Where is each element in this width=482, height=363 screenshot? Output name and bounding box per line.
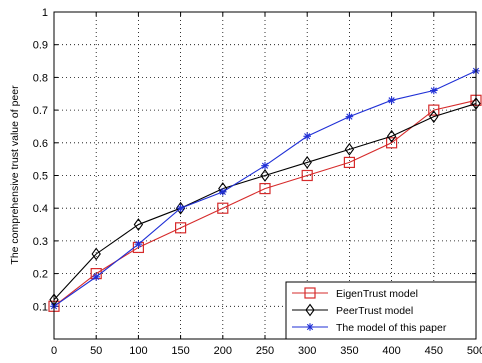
data-point-series-1 xyxy=(260,169,270,182)
data-point-series-0 xyxy=(217,202,229,214)
data-point-series-2 xyxy=(303,132,311,141)
data-point-series-1 xyxy=(175,201,186,215)
x-tick-label: 500 xyxy=(467,345,482,357)
data-point-series-1 xyxy=(429,110,439,124)
data-point-series-1 xyxy=(133,218,144,231)
data-point-series-0 xyxy=(386,137,398,149)
x-tick-label: 450 xyxy=(425,345,443,357)
x-tick-label: 150 xyxy=(171,345,189,357)
series-layer xyxy=(48,67,482,312)
x-tick-label: 400 xyxy=(382,345,400,357)
data-point-series-2 xyxy=(345,112,354,121)
data-point-series-0 xyxy=(259,182,271,195)
x-tick-label: 300 xyxy=(298,345,316,357)
data-point-series-2 xyxy=(387,96,396,105)
y-tick-label: 0.4 xyxy=(33,203,48,215)
data-point-series-2 xyxy=(176,204,185,212)
data-point-series-2 xyxy=(261,161,269,170)
y-tick-label: 0.8 xyxy=(33,72,48,84)
legend-label-1: PeerTrust model xyxy=(336,305,413,317)
y-tick-label: 0.1 xyxy=(33,301,48,313)
data-point-series-1 xyxy=(386,129,397,143)
legend-marker-2 xyxy=(306,323,314,331)
data-point-series-0 xyxy=(343,156,355,169)
x-tick-label: 350 xyxy=(340,345,358,357)
series-line-1 xyxy=(53,103,477,301)
data-point-series-0 xyxy=(428,104,440,116)
data-point-series-1 xyxy=(91,247,101,261)
plot-frame xyxy=(53,11,477,340)
y-tick-label: 0.6 xyxy=(33,138,48,150)
legend-marker-0 xyxy=(304,287,316,299)
y-tick-label: 0.7 xyxy=(33,105,48,117)
legend-label-0: EigenTrust model xyxy=(336,288,418,300)
data-point-series-2 xyxy=(134,240,143,248)
tick-layer: 0 50 100 150 200 250 300 350 400 450 500 0.1 0.2 0.3 0… xyxy=(33,7,482,357)
x-tick-label: 250 xyxy=(256,345,274,357)
legend-marker-1 xyxy=(305,303,315,317)
data-point-series-1 xyxy=(344,142,355,156)
x-tick-label: 200 xyxy=(214,345,232,357)
y-tick-label: 0.5 xyxy=(33,171,48,183)
x-tick-label: 0 xyxy=(51,345,57,357)
legend: EigenTrust model PeerTrust model The model… xyxy=(285,281,477,340)
y-tick-label: 0.9 xyxy=(33,40,48,52)
series-line-0 xyxy=(53,99,477,307)
y-tick-label: 1 xyxy=(42,7,48,19)
y-axis-label: The comprehensive trust value of peer xyxy=(9,85,21,265)
x-tick-label: 100 xyxy=(129,345,147,357)
legend-label-2: The model of this paper xyxy=(336,322,447,334)
data-point-series-2 xyxy=(430,86,438,95)
data-point-series-0 xyxy=(301,169,313,182)
data-point-series-1 xyxy=(302,155,312,169)
data-point-series-2 xyxy=(92,273,100,281)
data-point-series-2 xyxy=(219,188,227,196)
y-tick-label: 0.3 xyxy=(33,236,48,248)
y-tick-label: 0.2 xyxy=(33,269,48,281)
x-tick-label: 50 xyxy=(90,345,102,357)
data-point-series-0 xyxy=(175,222,187,234)
